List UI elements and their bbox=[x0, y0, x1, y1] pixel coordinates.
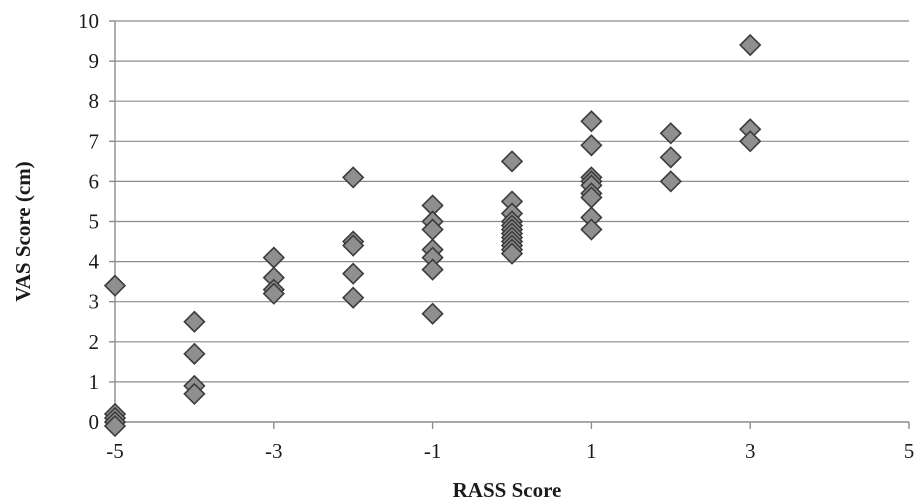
data-point bbox=[500, 242, 524, 265]
data-point bbox=[421, 302, 444, 325]
data-point bbox=[183, 382, 206, 406]
x-tick-label: 3 bbox=[745, 439, 756, 463]
data-point bbox=[580, 110, 603, 133]
tick-labels: 0 1 2 3 4 5 6 7 8 9 10 -5 -3 -1 1 3 5 bbox=[78, 9, 914, 463]
data-point bbox=[103, 274, 127, 297]
y-tick-label: 1 bbox=[89, 370, 100, 394]
data-point bbox=[183, 310, 206, 333]
x-axis-title: RASS Score bbox=[453, 478, 562, 502]
data-point bbox=[262, 246, 285, 269]
y-tick-label: 3 bbox=[89, 290, 100, 314]
data-point bbox=[659, 122, 682, 145]
x-tick-label: 5 bbox=[904, 439, 915, 463]
y-tick-label: 10 bbox=[78, 9, 99, 33]
y-tick-label: 9 bbox=[89, 49, 100, 73]
x-tick-label: -3 bbox=[265, 439, 283, 463]
x-tick-label: 1 bbox=[586, 439, 597, 463]
data-point bbox=[739, 130, 762, 153]
data-point bbox=[342, 286, 365, 309]
data-point bbox=[421, 258, 444, 281]
y-tick-label: 2 bbox=[89, 330, 100, 354]
data-point bbox=[183, 342, 206, 365]
y-tick-label: 0 bbox=[89, 410, 100, 434]
y-tick-label: 4 bbox=[89, 250, 100, 274]
data-point bbox=[580, 134, 603, 157]
data-point bbox=[342, 262, 365, 285]
data-points bbox=[103, 33, 762, 438]
data-point bbox=[262, 282, 285, 305]
data-point bbox=[739, 33, 762, 57]
x-tick-label: -5 bbox=[106, 439, 124, 463]
data-point bbox=[342, 234, 365, 257]
y-tick-label: 7 bbox=[89, 129, 100, 153]
data-point bbox=[580, 218, 603, 241]
x-tick-label: -1 bbox=[424, 439, 442, 463]
y-tick-label: 8 bbox=[89, 89, 100, 113]
data-point bbox=[659, 170, 682, 193]
data-point bbox=[103, 414, 127, 438]
y-tick-label: 6 bbox=[89, 169, 100, 193]
data-point bbox=[500, 150, 524, 173]
data-point bbox=[342, 166, 365, 189]
y-tick-label: 5 bbox=[89, 210, 100, 234]
y-axis-title: VAS Score (cm) bbox=[11, 161, 35, 301]
data-point bbox=[659, 146, 682, 169]
